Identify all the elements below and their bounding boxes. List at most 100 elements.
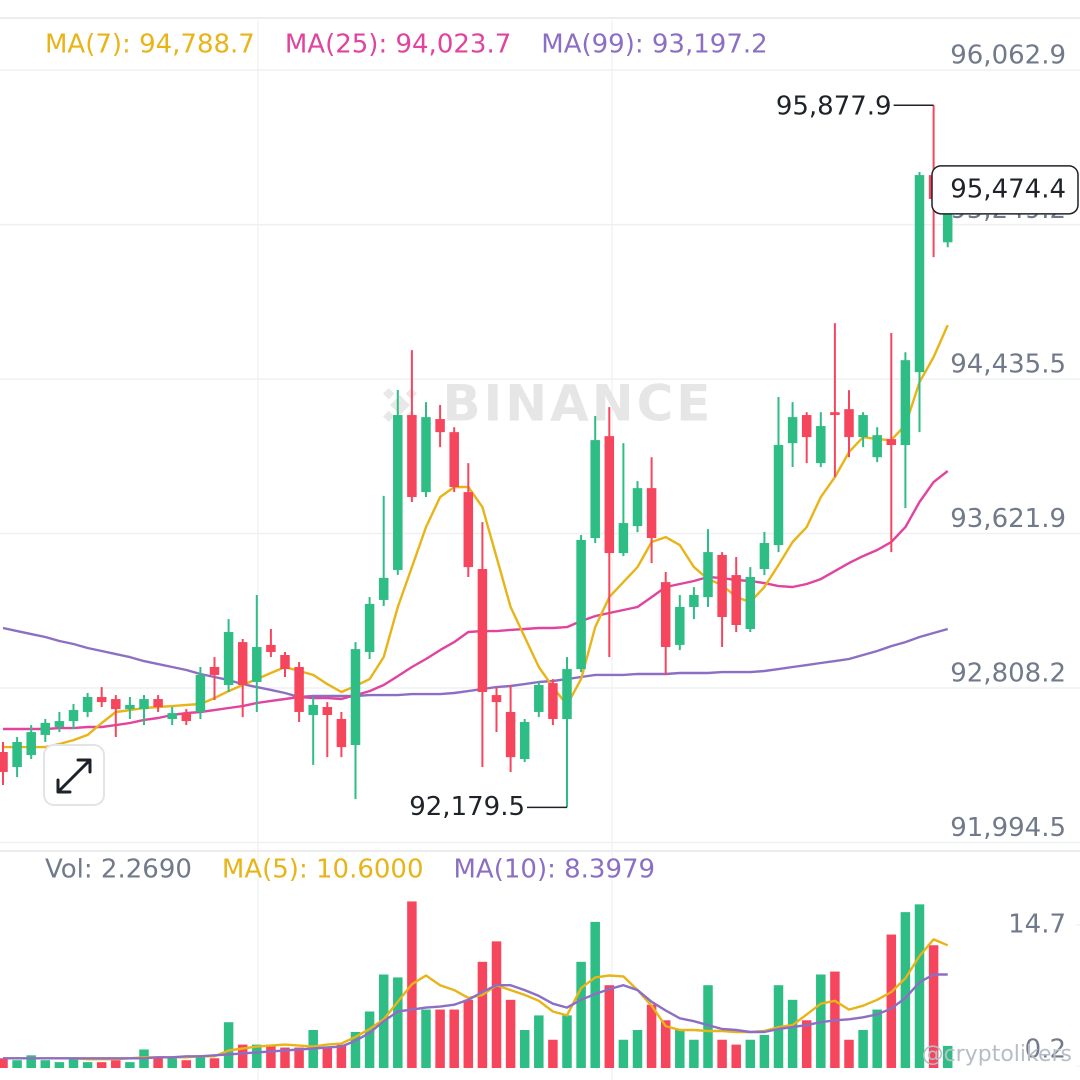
candle-body (209, 666, 220, 675)
candle-body (294, 666, 304, 712)
volume-bar (350, 1031, 361, 1068)
legend-entry: MA(7): 94,788.7 (45, 30, 255, 60)
volume-bar (660, 1020, 671, 1068)
volume-bar (505, 999, 516, 1068)
legend-entry: MA(25): 94,023.7 (285, 30, 511, 60)
candle-body (886, 439, 897, 446)
volume-bar (731, 1044, 741, 1068)
y-tick-label: 0.2 (1025, 1035, 1066, 1065)
candle-body (125, 704, 135, 710)
candle-body (252, 647, 262, 682)
extreme-label: 92,179.5 (409, 792, 525, 822)
volume-bar (40, 1060, 51, 1068)
volume-bar (942, 1045, 953, 1068)
volume-bar (717, 1039, 727, 1068)
candle-body (731, 575, 741, 626)
candle-body (266, 644, 276, 652)
candle-body (717, 554, 727, 618)
candle-body (308, 704, 318, 715)
candle-body (646, 488, 657, 539)
moving-average-line (2, 626, 949, 699)
volume-bar (689, 1039, 699, 1068)
candle-body (675, 606, 685, 645)
y-tick-label: 96,062.9 (950, 41, 1066, 71)
volume-bar (886, 934, 897, 1068)
candle-body (435, 419, 445, 433)
y-tick-label: 92,808.2 (950, 659, 1066, 689)
candle-body (82, 696, 93, 712)
candle-body (336, 718, 347, 748)
volume-bar (294, 1047, 304, 1068)
candle-body (801, 415, 812, 438)
volume-bar (26, 1055, 36, 1068)
candle-body (237, 642, 248, 686)
volume-bar (604, 985, 615, 1068)
volume-bar (237, 1044, 248, 1068)
y-tick-label: 93,621.9 (950, 504, 1066, 534)
candle-body (0, 752, 8, 772)
candle-body (787, 417, 798, 444)
candle-body (421, 417, 431, 493)
volume-bar (181, 1060, 192, 1068)
candle-body (519, 722, 530, 760)
credit-watermark: @cryptolikers (922, 1042, 1072, 1067)
expand-button[interactable] (43, 744, 105, 806)
candle-body (618, 523, 629, 554)
candle-body (54, 721, 65, 727)
volume-bar (928, 945, 939, 1068)
legend-entry: MA(99): 93,197.2 (541, 30, 767, 60)
candle-body (449, 432, 459, 487)
candle-body (660, 582, 671, 648)
candle-body (576, 539, 586, 670)
volume-bar (632, 1030, 643, 1068)
candle-body (181, 713, 192, 722)
legend-entry: MA(10): 8.3979 (454, 855, 656, 885)
volume-bar (534, 1015, 544, 1068)
candle-body (40, 722, 51, 735)
volume-bar (82, 1062, 93, 1068)
volume-bar (435, 1009, 445, 1068)
candle-body (195, 674, 206, 712)
candle-body (562, 669, 572, 719)
volume-bar (872, 1009, 882, 1068)
volume-bar (477, 961, 488, 1068)
candle-body (858, 415, 868, 438)
volume-bar (364, 1011, 375, 1068)
candle-body (68, 710, 79, 722)
volume-bar (12, 1060, 22, 1068)
last-price-label: 95,474.4 (950, 174, 1066, 204)
candle-body (96, 696, 107, 703)
volume-bar (111, 1060, 121, 1068)
volume-bar (759, 1034, 770, 1068)
volume-bar (548, 1039, 558, 1068)
candle-body (548, 683, 558, 719)
volume-bar (393, 977, 403, 1068)
candle-body (703, 552, 713, 598)
candle-body (759, 542, 770, 570)
volume-bar (252, 1044, 262, 1068)
volume-bar (801, 1020, 812, 1068)
candle-body (153, 699, 163, 708)
volume-bar (858, 1030, 868, 1068)
expand-icon[interactable] (56, 758, 92, 794)
candle-body (590, 440, 600, 539)
volume-bar (195, 1055, 206, 1068)
moving-average-line (3, 973, 948, 1060)
volume-bar (449, 1009, 459, 1068)
candle-body (26, 732, 36, 756)
candle-body (632, 488, 643, 527)
candle-body (463, 492, 474, 568)
volume-bar (491, 941, 502, 1068)
candle-body (745, 576, 756, 629)
volume-bar (787, 999, 798, 1068)
candle-body (223, 632, 234, 686)
text-layer: 91,994.592,808.293,621.994,435.595,249.2… (45, 30, 1079, 1065)
candle-body (816, 426, 826, 464)
candle-body (350, 649, 361, 745)
volume-bar (646, 1004, 657, 1068)
last-price-box (931, 165, 1079, 215)
volume-bar (844, 1039, 854, 1068)
volume-bar (675, 1030, 685, 1068)
candle-body (689, 595, 699, 607)
